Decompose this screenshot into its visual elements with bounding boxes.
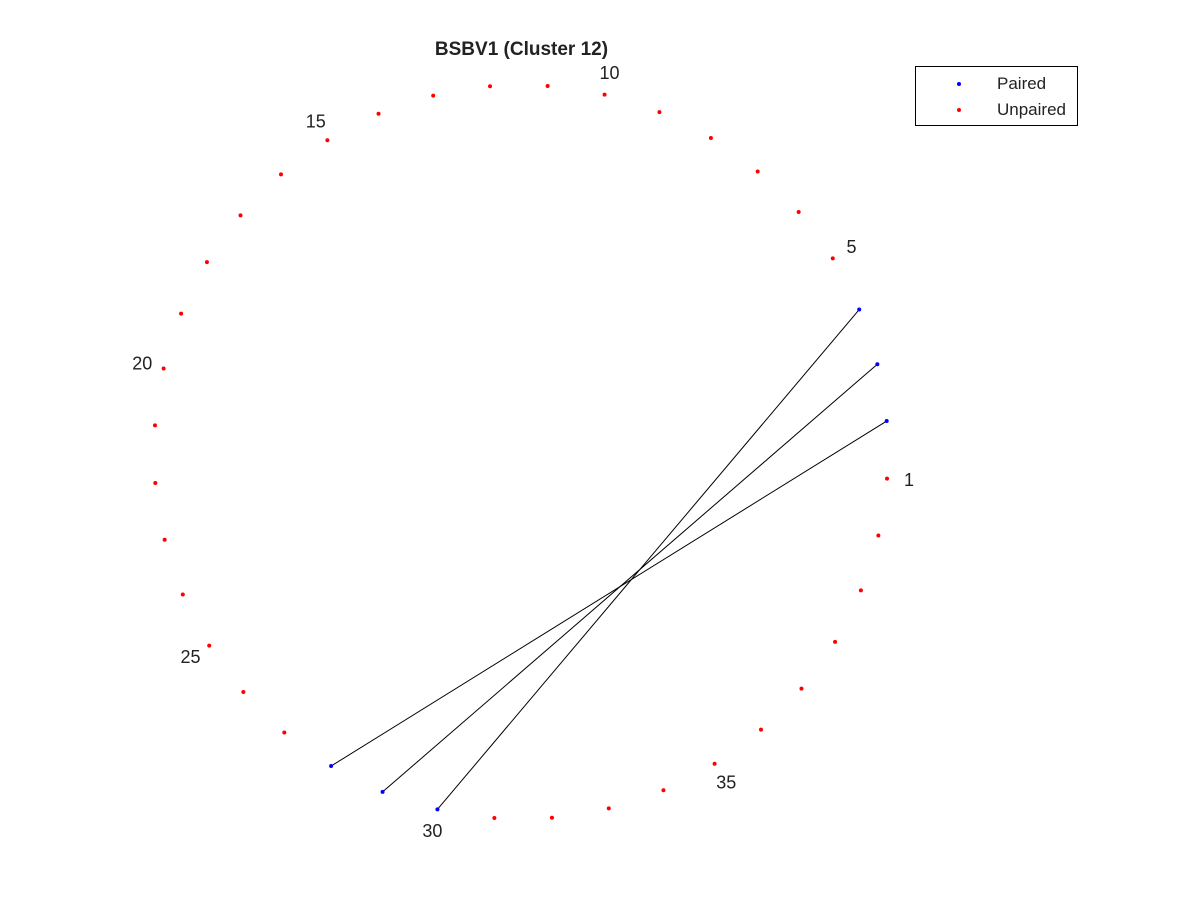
paired-dot-29 [380,789,385,794]
paired-dot-28 [329,764,334,769]
position-label-10: 10 [600,63,620,83]
legend-item-paired: Paired [916,73,1076,97]
position-label-5: 5 [846,237,856,257]
legend-label-unpaired: Unpaired [997,100,1066,119]
pair-lines [330,309,887,810]
unpaired-dot-38 [833,639,838,644]
unpaired-dot-5 [830,256,835,261]
unpaired-dot-36 [759,727,764,732]
legend-item-unpaired: Unpaired [916,99,1076,123]
legend-label-paired: Paired [997,74,1047,93]
unpaired-dot-1 [885,476,890,481]
paired-dot-30 [435,807,440,812]
unpaired-dot-10 [602,92,607,97]
unpaired-dot-27 [282,730,287,735]
unpaired-dot-16 [278,172,283,177]
unpaired-dot-35 [712,761,717,766]
paired-dot-icon [957,82,961,86]
unpaired-dot-20 [161,366,166,371]
unpaired-dot-18 [204,260,209,265]
unpaired-dot-19 [179,311,184,316]
position-label-25: 25 [181,647,201,667]
unpaired-dot-39 [858,588,863,593]
unpaired-dot-9 [657,110,662,115]
unpaired-dot-23 [162,537,167,542]
unpaired-dot-13 [431,93,436,98]
unpaired-dot-26 [241,690,246,695]
paired-dot-3 [875,362,880,367]
unpaired-dot-11 [545,83,550,88]
paired-dot-4 [857,307,862,312]
unpaired-dot-12 [488,84,493,89]
unpaired-dot-22 [153,480,158,485]
unpaired-dot-33 [606,806,611,811]
unpaired-dot-25 [207,643,212,648]
pair-line-2-28 [330,420,887,767]
plot-title: BSBV1 (Cluster 12) [434,39,609,60]
unpaired-dot-14 [376,111,381,116]
pair-line-3-29 [382,363,878,793]
position-label-15: 15 [306,112,326,132]
unpaired-dot-17 [238,213,243,218]
unpaired-dot-24 [180,592,185,597]
unpaired-dot-8 [708,135,713,140]
legend: Paired Unpaired [915,66,1078,126]
unpaired-dot-icon [957,108,961,112]
position-label-20: 20 [132,353,152,373]
pair-line-4-30 [437,309,860,810]
unpaired-dot-31 [492,816,497,821]
unpaired-dot-15 [325,138,330,143]
position-label-1: 1 [904,470,914,490]
position-label-35: 35 [716,772,736,792]
unpaired-dot-6 [796,209,801,214]
unpaired-dot-21 [152,423,157,428]
unpaired-dot-40 [876,533,881,538]
position-label-30: 30 [422,821,442,841]
unpaired-dot-32 [549,815,554,820]
unpaired-dot-37 [799,686,804,691]
position-dots [152,83,890,821]
unpaired-dot-7 [755,169,760,174]
paired-dot-2 [884,419,889,424]
unpaired-dot-34 [661,788,666,793]
